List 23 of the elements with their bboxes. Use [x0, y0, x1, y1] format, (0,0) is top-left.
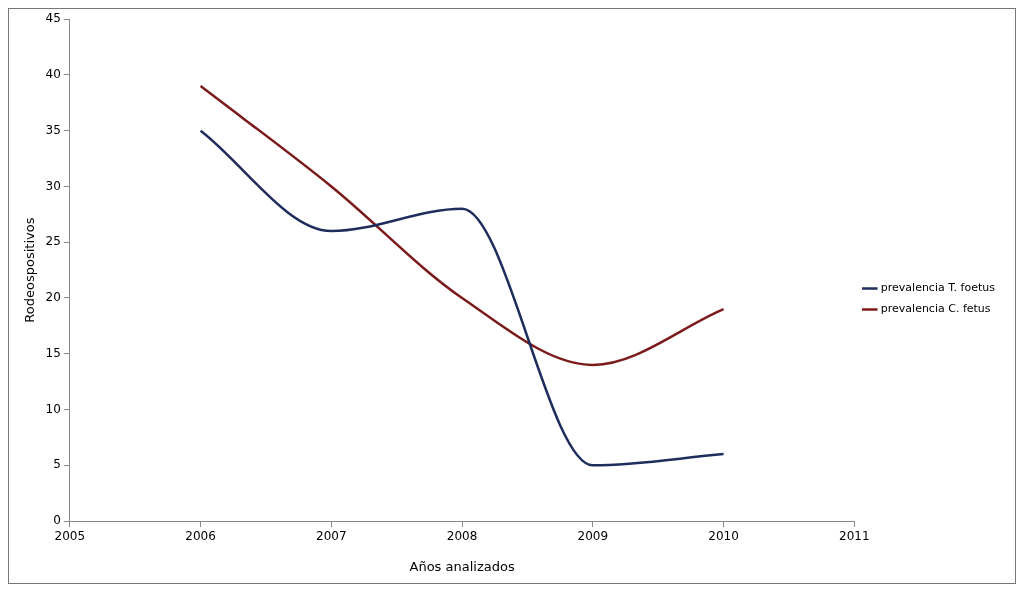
y-tick-label: 30	[45, 178, 61, 193]
y-tick-label: 35	[45, 122, 61, 137]
x-tick-label: 2005	[54, 529, 86, 544]
y-tick-label: 5	[53, 457, 61, 472]
x-tick-label: 2007	[316, 529, 347, 544]
x-axis-title: Años analizados	[409, 558, 515, 574]
y-tick-label: 10	[45, 401, 61, 416]
y-axis-title: Rodeospositivos	[22, 217, 38, 323]
x-tick-label: 2008	[446, 529, 478, 544]
x-tick-label: 2009	[577, 529, 609, 544]
x-tick-label: 2006	[185, 529, 216, 544]
legend-label: prevalencia T. foetus	[880, 281, 996, 295]
x-tick-label: 2011	[839, 529, 870, 544]
y-tick-label: 0	[53, 513, 61, 528]
line-series	[199, 129, 725, 467]
line-series	[199, 84, 725, 367]
y-tick-label: 20	[45, 290, 61, 305]
y-tick-label: 45	[45, 11, 61, 26]
y-tick-label: 40	[45, 67, 61, 82]
x-tick-label: 2010	[708, 529, 739, 544]
y-tick-label: 25	[45, 234, 61, 249]
y-tick-label: 15	[45, 345, 61, 360]
legend-label: prevalencia C. fetus	[880, 302, 991, 316]
